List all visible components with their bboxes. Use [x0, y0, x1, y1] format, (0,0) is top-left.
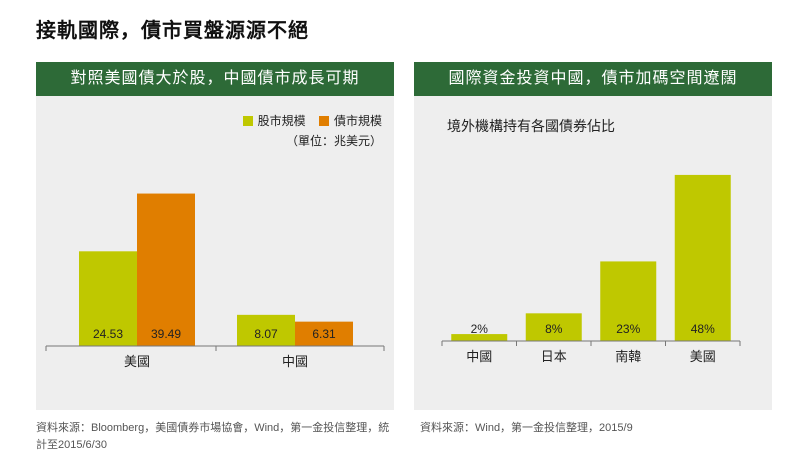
bar-stock [237, 314, 295, 346]
data-label: 23% [616, 322, 640, 336]
x-tick-label: 中國 [466, 349, 492, 364]
left-chart-legend: 股市規模 債市規模 [233, 112, 382, 129]
x-tick-label: 日本 [541, 349, 567, 364]
data-label: 8% [545, 322, 563, 336]
legend-label-bond: 債市規模 [333, 114, 382, 128]
right-bar-chart: 2% 中國 8% 日本 23% 南韓 48% 美國 [441, 174, 741, 364]
data-label: 8.07 [254, 327, 278, 341]
bar-holding-share [525, 313, 582, 341]
left-panel-header: 對照美國債大於股，中國債市成長可期 [36, 62, 394, 96]
bar-bond [137, 193, 195, 346]
page-title: 接軌國際，債市買盤源源不絕 [36, 20, 309, 42]
right-source-note: 資料來源：Wind，第一金投信整理，2015/9 [420, 422, 633, 434]
x-tick-label: 美國 [690, 349, 716, 364]
legend-item-stock: 股市規模 [242, 112, 306, 129]
data-label: 2% [471, 322, 489, 336]
data-label: 39.49 [151, 327, 181, 341]
bar-holding-share [600, 261, 657, 341]
right-chart-subtitle: 境外機構持有各國債券佔比 [447, 118, 615, 134]
left-source-note: 資料來源：Bloomberg，美國債券市場協會，Wind，第一金投信整理，統計至… [36, 422, 390, 451]
bar-bond [295, 321, 353, 346]
right-panel-header: 國際資金投資中國，債市加碼空間遼闊 [414, 62, 772, 96]
legend-swatch-bond [318, 115, 329, 126]
data-label: 6.31 [312, 327, 336, 341]
bar-holding-share [674, 174, 731, 341]
data-label: 48% [691, 322, 715, 336]
data-label: 24.53 [93, 327, 123, 341]
x-tick-label: 美國 [124, 354, 150, 369]
legend-label-stock: 股市規模 [257, 114, 306, 128]
legend-item-bond: 債市規模 [318, 112, 382, 129]
bar-stock [79, 251, 137, 346]
right-chart-panel: 國際資金投資中國，債市加碼空間遼闊 境外機構持有各國債券佔比 2% 中國 8% 日本 2… [414, 62, 772, 410]
x-tick-label: 中國 [282, 354, 308, 369]
left-chart-panel: 對照美國債大於股，中國債市成長可期 股市規模 債市規模 （單位：兆美元） 24.… [36, 62, 394, 410]
left-chart-unit: （單位：兆美元） [285, 134, 382, 148]
bar-holding-share [451, 334, 508, 341]
x-tick-label: 南韓 [615, 349, 641, 364]
legend-swatch-stock [242, 115, 253, 126]
